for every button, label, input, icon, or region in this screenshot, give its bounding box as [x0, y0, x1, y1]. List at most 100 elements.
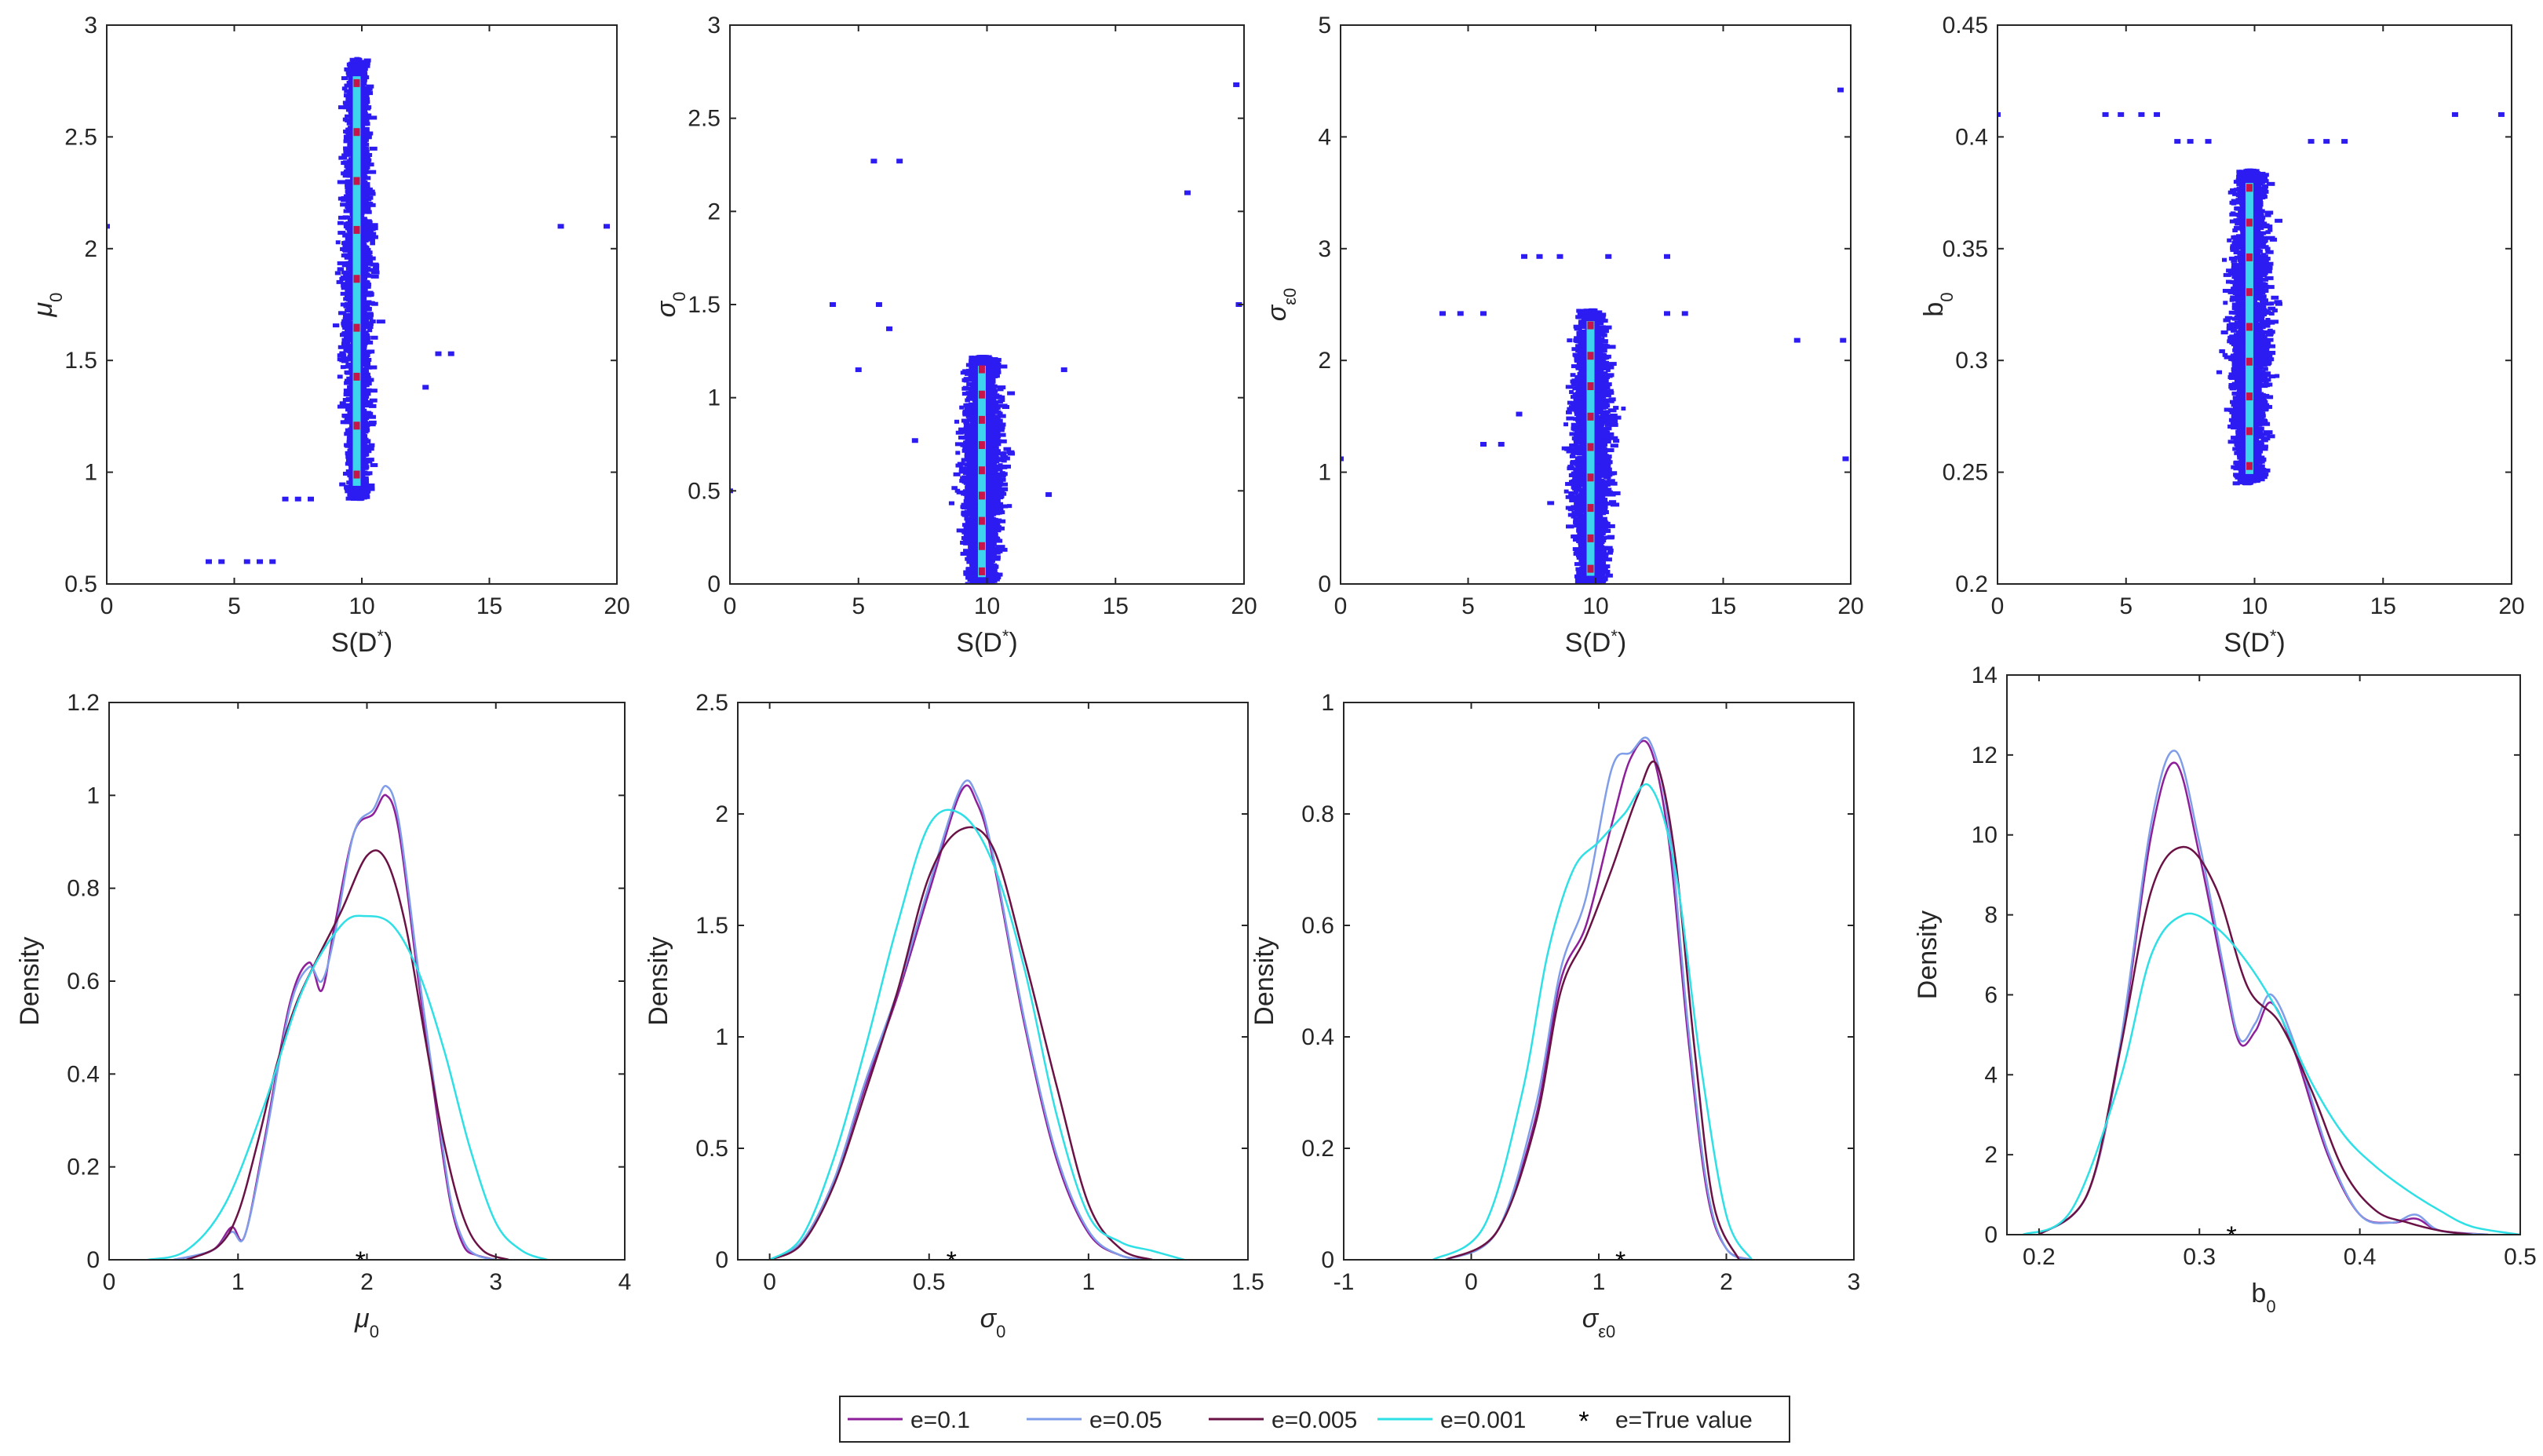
- scatter-point: [364, 400, 374, 404]
- scatter-point: [362, 416, 370, 421]
- scatter-point: [345, 97, 352, 101]
- scatter-point: [365, 226, 371, 231]
- scatter-point: [367, 170, 377, 174]
- scatter-point: [990, 357, 998, 362]
- scatter-point: [365, 250, 373, 255]
- scatter-point: [359, 482, 365, 487]
- scatter-point: [986, 387, 991, 392]
- scatter-point: [986, 444, 992, 449]
- scatter-point: [342, 117, 348, 122]
- scatter-point: [987, 473, 993, 477]
- scatter-point: [359, 341, 367, 346]
- scatter-point: [358, 385, 367, 389]
- scatter-point: [970, 543, 979, 548]
- scatter-point: [951, 486, 958, 491]
- x-tick-label: 0: [100, 593, 114, 619]
- scatter-point: [967, 436, 975, 440]
- scatter-point: [367, 487, 375, 491]
- scatter-point: [348, 305, 356, 310]
- scatter-point: [1007, 391, 1016, 396]
- scatter-point: [359, 308, 366, 313]
- scatter-point: [369, 146, 378, 151]
- scatter-point: [972, 566, 978, 571]
- scatter-point: [965, 556, 970, 561]
- scatter-point: [995, 509, 1002, 514]
- scatter-point: [970, 462, 977, 466]
- scatter-point: [343, 276, 352, 281]
- scatter-point: [367, 210, 372, 214]
- scatter-point: [993, 417, 1001, 421]
- scatter-point: [988, 462, 994, 466]
- scatter-point: [357, 66, 363, 71]
- scatter-point: [955, 451, 961, 455]
- scatter-point: [346, 323, 353, 327]
- scatter-point: [994, 421, 1002, 425]
- scatter-outlier: [422, 385, 429, 390]
- scatter-point: [341, 413, 348, 418]
- scatter-point: [999, 547, 1008, 552]
- scatter-point: [967, 578, 976, 582]
- scatter-point: [361, 383, 370, 388]
- scatter-point: [364, 261, 373, 265]
- scatter-point: [348, 109, 353, 114]
- scatter-point: [337, 261, 346, 265]
- scatter-point: [344, 432, 352, 436]
- scatter-point: [982, 462, 991, 467]
- scatter-point: [338, 155, 348, 160]
- scatter-point: [989, 552, 997, 556]
- scatter-point: [960, 505, 968, 509]
- scatter-point: [344, 486, 353, 491]
- scatter-point: [969, 558, 976, 563]
- scatter-point: [996, 464, 1004, 469]
- scatter-dense-mark: [353, 470, 360, 479]
- scatter-point: [364, 157, 370, 162]
- scatter-point: [351, 492, 358, 497]
- scatter-point: [345, 263, 354, 268]
- scatter-point: [359, 291, 366, 296]
- scatter-point: [344, 316, 352, 320]
- scatter-point: [994, 362, 1002, 367]
- scatter-point: [983, 456, 990, 461]
- scatter-point: [363, 135, 372, 140]
- scatter-point: [349, 327, 356, 332]
- scatter-point: [345, 184, 352, 189]
- scatter-point: [364, 472, 370, 476]
- scatter-point: [369, 189, 375, 194]
- scatter-point: [358, 196, 365, 201]
- scatter-point: [990, 467, 995, 472]
- scatter-point: [337, 353, 347, 358]
- scatter-point: [365, 86, 373, 91]
- scatter-point: [995, 451, 1005, 456]
- scatter-point: [363, 411, 372, 415]
- scatter-point: [364, 150, 370, 155]
- scatter-point: [361, 78, 367, 82]
- scatter-point: [366, 323, 371, 328]
- scatter-point: [345, 283, 354, 288]
- scatter-point: [989, 362, 997, 367]
- scatter-point: [361, 317, 369, 322]
- scatter-point: [367, 484, 375, 488]
- scatter-point: [339, 482, 346, 487]
- scatter-point: [343, 403, 349, 407]
- scatter-point: [360, 167, 369, 172]
- scatter-point: [359, 184, 367, 189]
- scatter-point: [347, 335, 354, 340]
- scatter-point: [363, 137, 369, 142]
- scatter-point: [349, 250, 355, 255]
- scatter-point: [366, 307, 372, 312]
- scatter-point: [965, 575, 972, 580]
- scatter-point: [347, 300, 356, 305]
- scatter-point: [341, 286, 348, 290]
- scatter-point: [345, 114, 354, 119]
- scatter-point: [359, 93, 369, 97]
- scatter-point: [345, 68, 350, 72]
- scatter-point: [342, 398, 350, 403]
- scatter-point: [360, 260, 369, 265]
- scatter-point: [361, 95, 370, 100]
- scatter-point: [348, 227, 355, 232]
- scatter-point: [359, 301, 367, 305]
- scatter-point: [361, 221, 368, 226]
- scatter-point: [361, 433, 367, 438]
- plot-area: [730, 82, 1242, 584]
